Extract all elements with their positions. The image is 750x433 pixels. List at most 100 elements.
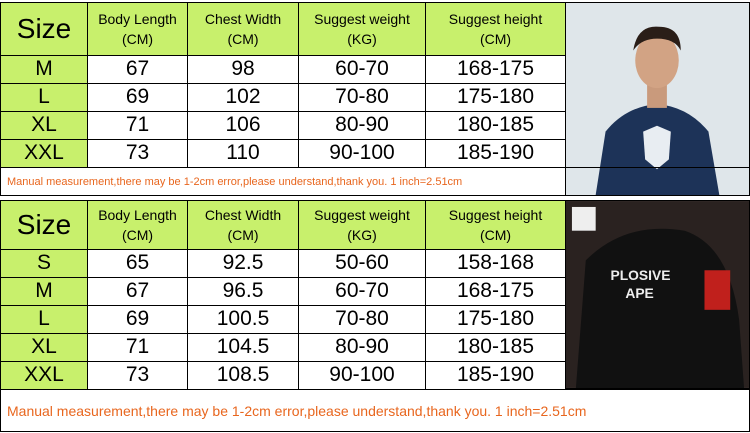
size-cell: S <box>0 249 88 278</box>
cell-text: L <box>38 307 50 331</box>
data-cell: 60-70 <box>298 277 426 306</box>
data-cell: 65 <box>87 249 188 278</box>
cell-text: 110 <box>226 141 260 165</box>
data-cell: 185-190 <box>425 139 566 168</box>
header-cell: Suggest height (CM) <box>425 2 566 56</box>
header-cell: Chest Width (CM) <box>187 2 299 56</box>
cell-text: 92.5 <box>222 251 264 275</box>
cell-text: 180-185 <box>456 335 535 359</box>
cell-text: XL <box>31 335 57 359</box>
data-cell: 108.5 <box>187 361 299 390</box>
data-cell: 92.5 <box>187 249 299 278</box>
header-text: Size <box>16 208 72 240</box>
header-cell: Size <box>0 200 88 250</box>
size-cell: XL <box>0 333 88 362</box>
data-cell: 70-80 <box>298 305 426 334</box>
size-cell: L <box>0 305 88 334</box>
note: Manual measurement,there may be 1-2cm er… <box>0 167 750 196</box>
header-text: (CM) <box>121 227 154 243</box>
cell-text: L <box>38 85 50 109</box>
note: Manual measurement,there may be 1-2cm er… <box>0 389 750 432</box>
cell-text: 185-190 <box>456 363 535 387</box>
header-text: Body Length <box>98 206 177 223</box>
data-cell: 71 <box>87 111 188 140</box>
cell-text: 168-175 <box>456 279 535 303</box>
cell-text: 73 <box>125 141 150 165</box>
data-cell: 90-100 <box>298 361 426 390</box>
cell-text: 50-60 <box>335 251 389 275</box>
cell-text: M <box>35 279 53 303</box>
model-photo-2: PLOSIVE APE <box>565 200 750 389</box>
header-text: Suggest weight <box>314 10 410 27</box>
data-cell: 67 <box>87 277 188 306</box>
cell-text: 158-168 <box>456 251 535 275</box>
data-cell: 71 <box>87 333 188 362</box>
header-cell: Suggest weight (KG) <box>298 2 426 56</box>
header-text: (CM) <box>479 227 512 243</box>
cell-text: 185-190 <box>456 141 535 165</box>
cell-text: 65 <box>125 251 150 275</box>
cell-text: 90-100 <box>329 363 395 387</box>
data-cell: 70-80 <box>298 83 426 112</box>
cell-text: 70-80 <box>335 85 389 109</box>
cell-text: 60-70 <box>335 57 389 81</box>
data-cell: 69 <box>87 305 188 334</box>
data-cell: 60-70 <box>298 55 426 84</box>
size-cell: XXL <box>0 139 88 168</box>
cell-text: 71 <box>125 113 150 137</box>
cell-text: 106 <box>225 113 261 137</box>
header-text: (CM) <box>479 31 512 47</box>
cell-text: 104.5 <box>216 335 270 359</box>
size-cell: XXL <box>0 361 88 390</box>
header-text: (CM) <box>227 227 259 243</box>
header-cell: Size <box>0 2 88 56</box>
cell-text: 70-80 <box>335 307 389 331</box>
header-cell: Suggest weight (KG) <box>298 200 426 250</box>
header-cell: Body Length (CM) <box>87 2 188 56</box>
header-text: (KG) <box>347 227 377 243</box>
data-cell: 73 <box>87 361 188 390</box>
cell-text: 175-180 <box>456 85 535 109</box>
cell-text: M <box>35 57 53 81</box>
data-cell: 100.5 <box>187 305 299 334</box>
note-text: Manual measurement,there may be 1-2cm er… <box>7 402 587 419</box>
header-cell: Suggest height (CM) <box>425 200 566 250</box>
data-cell: 106 <box>187 111 299 140</box>
data-cell: 73 <box>87 139 188 168</box>
cell-text: 69 <box>125 307 150 331</box>
data-cell: 102 <box>187 83 299 112</box>
cell-text: 175-180 <box>456 307 535 331</box>
header-text: Size <box>16 12 72 44</box>
cell-text: 96.5 <box>222 279 264 303</box>
cell-text: 71 <box>125 335 150 359</box>
cell-text: 60-70 <box>335 279 389 303</box>
data-cell: 175-180 <box>425 305 566 334</box>
svg-text:PLOSIVE: PLOSIVE <box>611 267 671 283</box>
header-text: Suggest height <box>448 10 543 27</box>
data-cell: 180-185 <box>425 333 566 362</box>
data-cell: 110 <box>187 139 299 168</box>
cell-text: XL <box>31 113 57 137</box>
data-cell: 180-185 <box>425 111 566 140</box>
size-cell: M <box>0 277 88 306</box>
cell-text: 73 <box>125 363 150 387</box>
header-text: (CM) <box>227 31 259 47</box>
cell-text: 69 <box>125 85 150 109</box>
header-text: Chest Width <box>204 10 282 27</box>
cell-text: XXL <box>24 363 64 387</box>
data-cell: 50-60 <box>298 249 426 278</box>
data-cell: 158-168 <box>425 249 566 278</box>
data-cell: 80-90 <box>298 333 426 362</box>
header-text: (CM) <box>121 31 154 47</box>
note-text: Manual measurement,there may be 1-2cm er… <box>7 175 463 188</box>
cell-text: 108.5 <box>216 363 270 387</box>
svg-text:APE: APE <box>625 285 653 301</box>
data-cell: 80-90 <box>298 111 426 140</box>
cell-text: XXL <box>24 141 64 165</box>
data-cell: 168-175 <box>425 277 566 306</box>
header-text: Chest Width <box>204 206 282 223</box>
size-cell: XL <box>0 111 88 140</box>
header-cell: Chest Width (CM) <box>187 200 299 250</box>
size-cell: M <box>0 55 88 84</box>
